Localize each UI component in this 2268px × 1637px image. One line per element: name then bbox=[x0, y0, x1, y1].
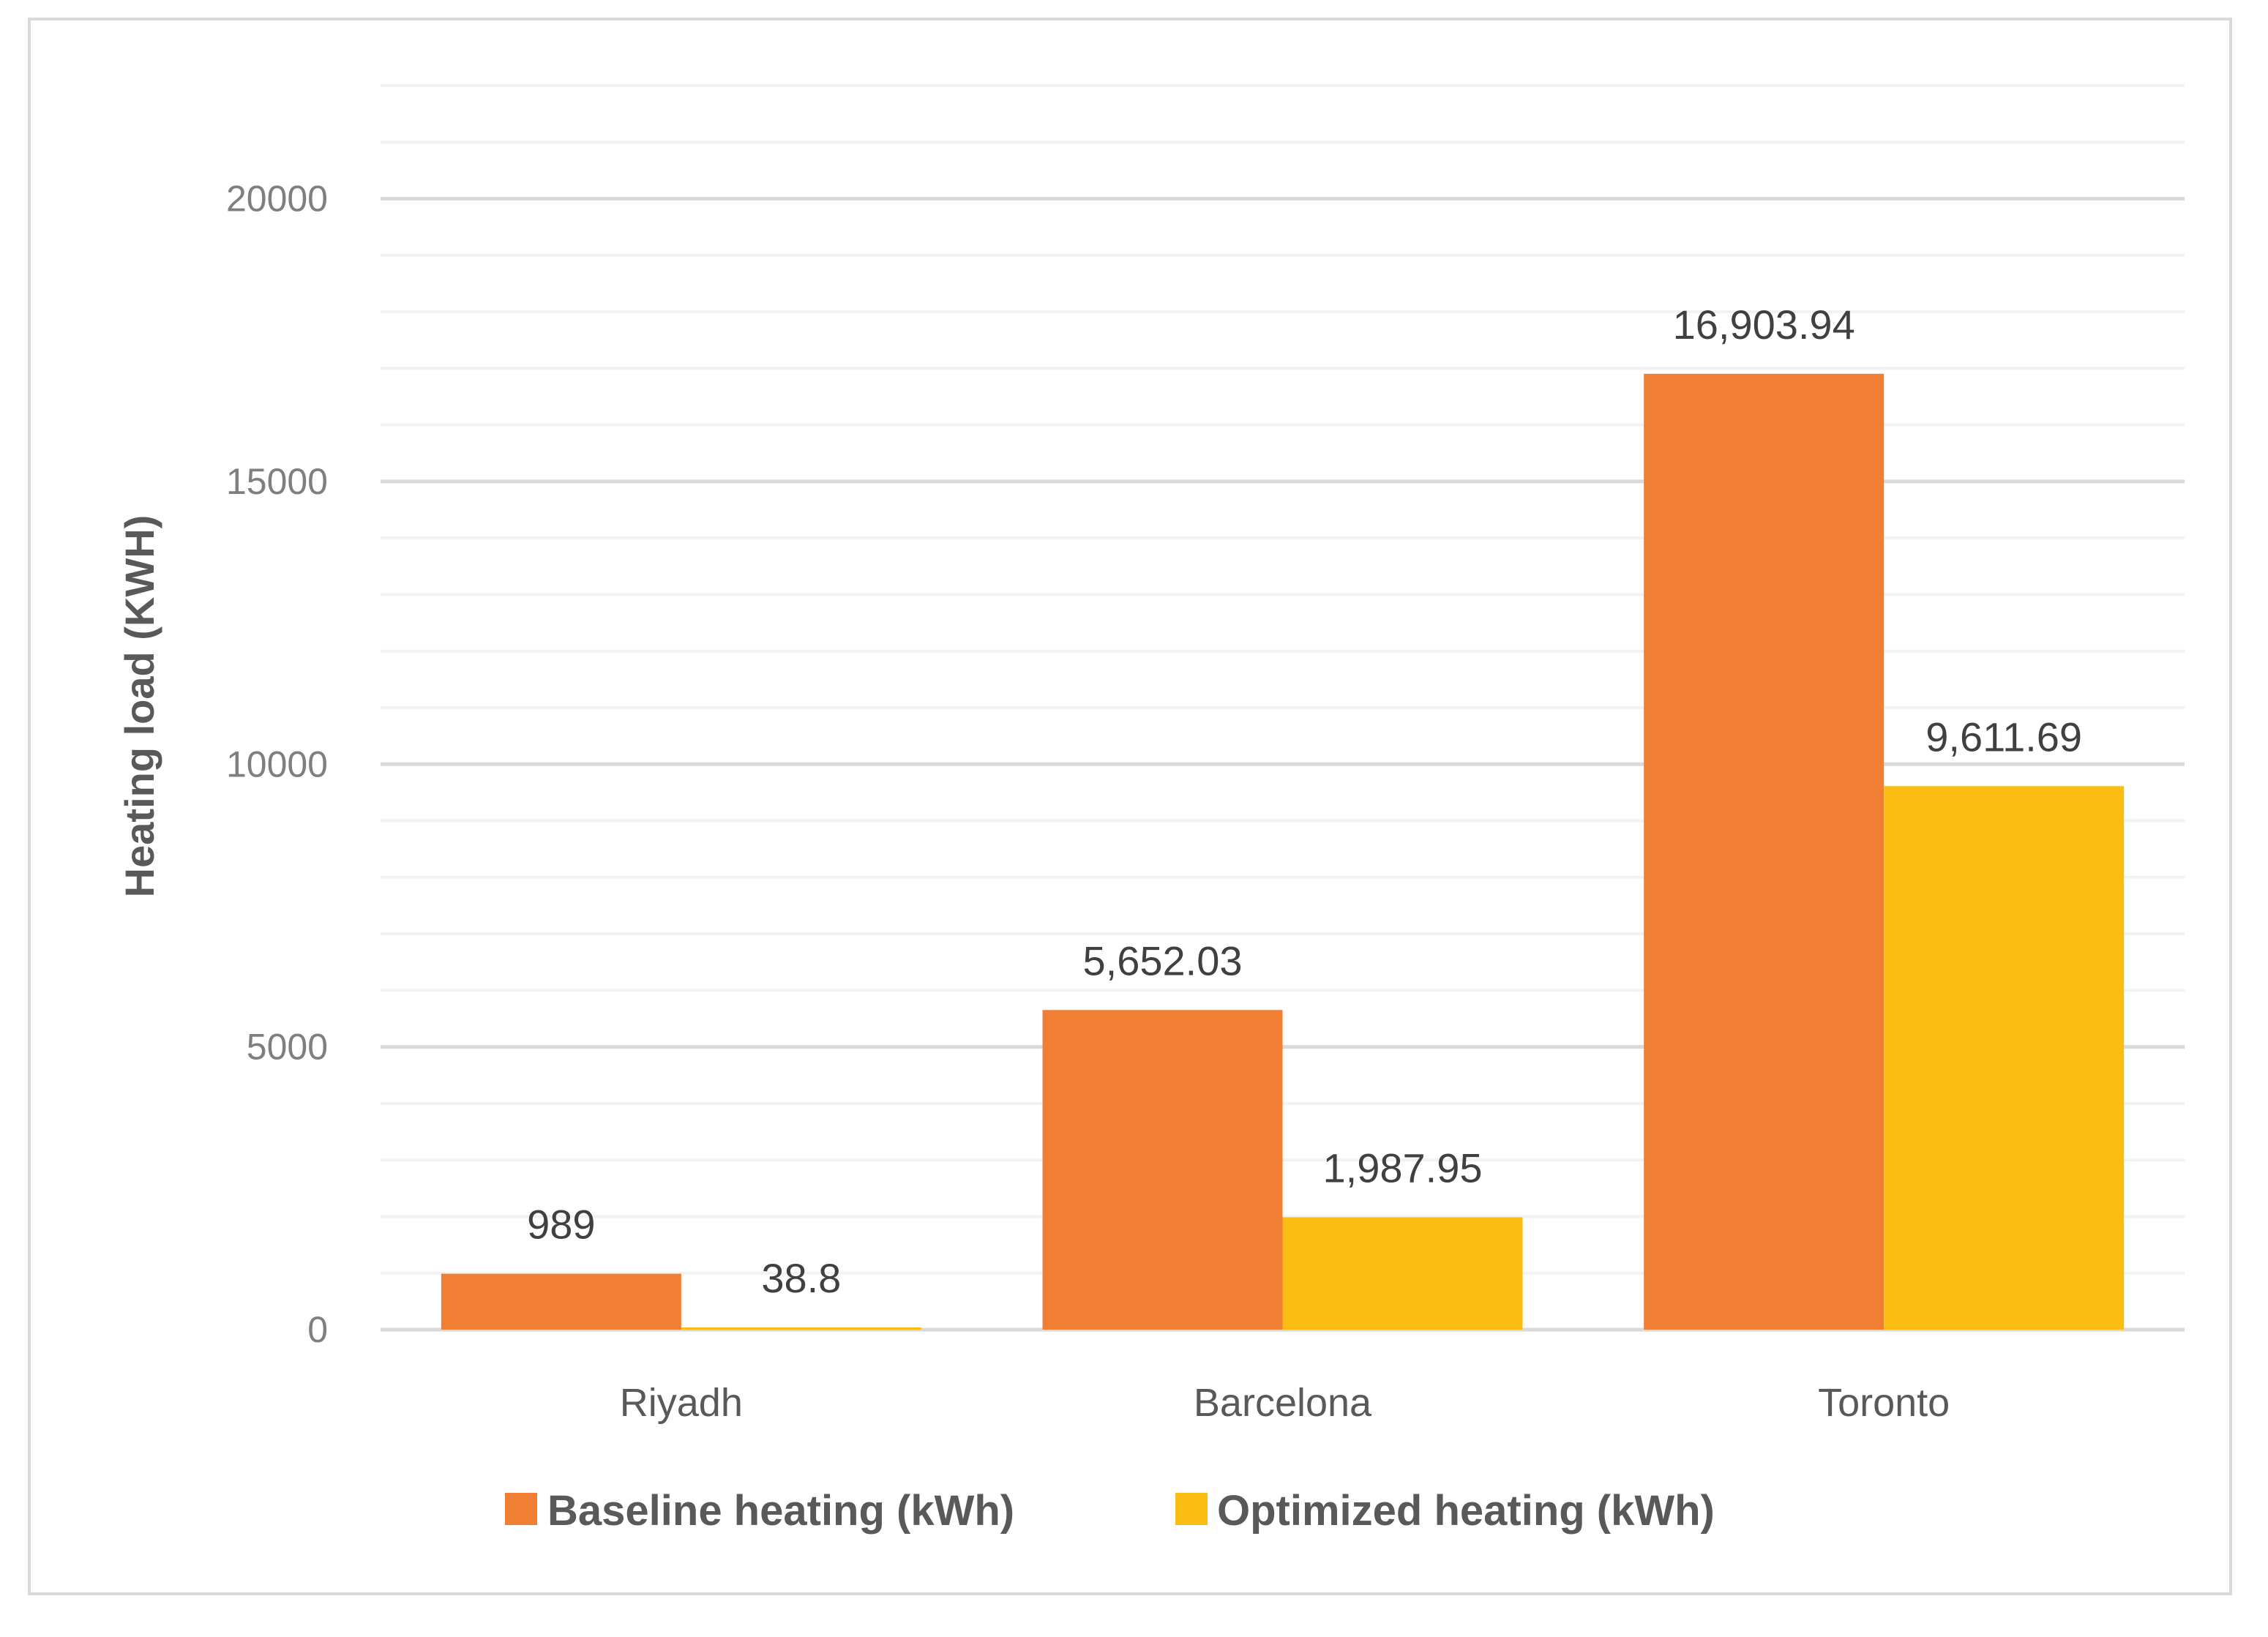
data-label: 16,903.94 bbox=[1673, 301, 1855, 348]
legend-label: Baseline heating (kWh) bbox=[547, 1487, 1014, 1535]
legend-swatch-optimized bbox=[1175, 1493, 1208, 1525]
y-tick-label: 20000 bbox=[226, 179, 328, 220]
data-label: 9,611.69 bbox=[1925, 713, 2082, 760]
y-tick-label: 10000 bbox=[226, 743, 328, 784]
x-tick-label: Barcelona bbox=[1194, 1381, 1372, 1425]
y-tick-label: 5000 bbox=[247, 1027, 328, 1068]
y-tick-label: 0 bbox=[307, 1309, 328, 1350]
y-tick-label: 15000 bbox=[226, 461, 328, 502]
x-tick-label: Riyadh bbox=[620, 1381, 743, 1425]
data-label: 1,987.95 bbox=[1323, 1145, 1483, 1191]
data-label: 38.8 bbox=[761, 1255, 841, 1301]
bar-optimized-toronto bbox=[1884, 786, 2125, 1330]
y-axis-title: Heating load (KWH) bbox=[116, 515, 162, 898]
bar-optimized-riyadh bbox=[681, 1327, 921, 1330]
bar-baseline-barcelona bbox=[1042, 1010, 1283, 1330]
legend-label: Optimized heating (kWh) bbox=[1217, 1487, 1715, 1535]
x-tick-label: Toronto bbox=[1818, 1381, 1950, 1425]
legend-swatch-baseline bbox=[505, 1493, 537, 1525]
data-label: 989 bbox=[527, 1202, 595, 1248]
bar-baseline-toronto bbox=[1644, 373, 1885, 1330]
bar-baseline-riyadh bbox=[441, 1273, 681, 1330]
data-label: 5,652.03 bbox=[1083, 937, 1243, 984]
bar-optimized-barcelona bbox=[1282, 1217, 1523, 1330]
